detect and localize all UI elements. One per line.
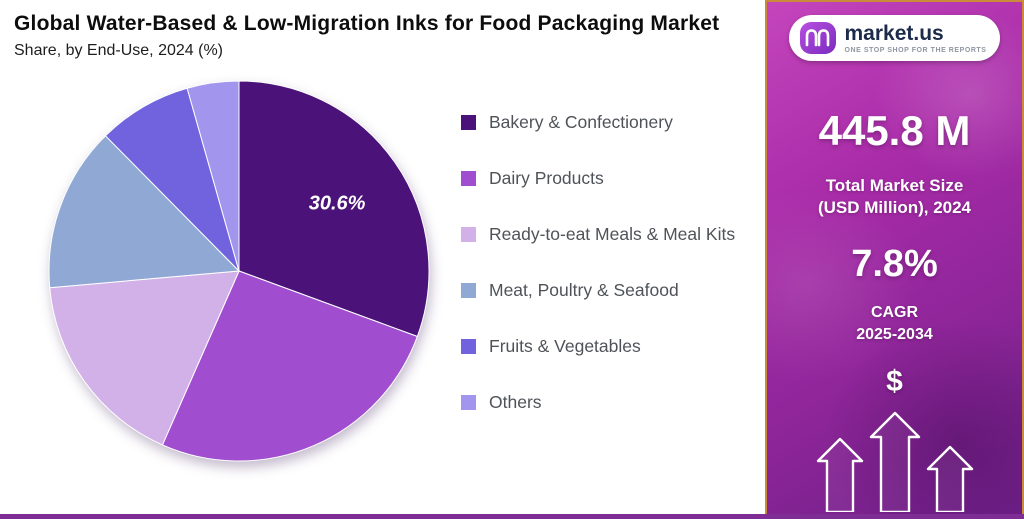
pie-slice-3 xyxy=(48,135,241,289)
pie-slice-label: 30.6% xyxy=(309,193,366,215)
legend-item-2: Ready-to-eat Meals & Meal Kits xyxy=(461,224,735,245)
page-subtitle: Share, by End-Use, 2024 (%) xyxy=(14,42,223,59)
growth-arrows-icon xyxy=(800,409,990,517)
legend-label-0: Bakery & Confectionery xyxy=(489,112,673,132)
logo-brand: market.us xyxy=(844,21,944,45)
pie-chart-svg: 30.6% xyxy=(48,80,430,462)
market-size-label-line2: (USD Million), 2024 xyxy=(817,198,972,218)
legend-swatch-4 xyxy=(461,339,476,354)
cagr-value: 7.8% xyxy=(851,243,938,286)
chart-area: Global Water-Based & Low-Migration Inks … xyxy=(14,12,765,474)
cagr-label: CAGR 2025-2034 xyxy=(851,302,938,345)
cagr-label-line2: 2025-2034 xyxy=(856,325,933,343)
legend-swatch-3 xyxy=(461,283,476,298)
bottom-accent-bar xyxy=(0,514,1024,519)
pie-slice-5 xyxy=(186,80,240,272)
legend-item-4: Fruits & Vegetables xyxy=(461,336,735,357)
pie-slice-2 xyxy=(49,270,240,446)
legend-swatch-2 xyxy=(461,227,476,242)
market-us-logo-icon xyxy=(799,22,836,54)
legend-swatch-1 xyxy=(461,171,476,186)
logo-tagline: ONE STOP SHOP FOR THE REPORTS xyxy=(844,46,987,54)
page-title: Global Water-Based & Low-Migration Inks … xyxy=(14,12,720,35)
pie-slice-0 xyxy=(238,80,430,338)
cagr-label-line1: CAGR xyxy=(870,304,919,322)
market-size-value: 445.8 M xyxy=(818,107,971,154)
pie-chart: 30.6% xyxy=(42,74,437,474)
market-size-label: Total Market Size (USD Million), 2024 xyxy=(818,175,971,219)
legend-label-4: Fruits & Vegetables xyxy=(489,336,641,356)
legend-item-3: Meat, Poultry & Seafood xyxy=(461,280,735,301)
pie-slice-1 xyxy=(161,270,419,462)
legend-swatch-5 xyxy=(461,395,476,410)
market-size-label-line1: Total Market Size xyxy=(825,176,964,195)
cagr-metric: 7.8% CAGR 2025-2034 xyxy=(851,219,938,345)
brand-logo: market.us ONE STOP SHOP FOR THE REPORTS xyxy=(788,15,1001,61)
dollar-icon: $ xyxy=(886,365,903,399)
legend-label-5: Others xyxy=(489,392,542,412)
legend-label-1: Dairy Products xyxy=(489,168,604,188)
info-panel: market.us ONE STOP SHOP FOR THE REPORTS … xyxy=(765,0,1024,519)
logo-texts: market.us ONE STOP SHOP FOR THE REPORTS xyxy=(845,23,987,54)
legend-item-1: Dairy Products xyxy=(461,168,735,189)
legend-item-0: Bakery & Confectionery xyxy=(461,112,735,133)
pie-slice-4 xyxy=(104,87,240,272)
market-size-metric: 445.8 M Total Market Size (USD Million),… xyxy=(818,61,971,219)
legend-label-2: Ready-to-eat Meals & Meal Kits xyxy=(489,224,736,244)
legend-item-5: Others xyxy=(461,392,735,413)
chart-legend: Bakery & Confectionery Dairy Products Read… xyxy=(461,112,735,448)
legend-label-3: Meat, Poultry & Seafood xyxy=(489,280,679,300)
legend-swatch-0 xyxy=(461,115,476,130)
chart-row: 30.6% Bakery & Confectionery Dairy Produc… xyxy=(14,60,765,474)
